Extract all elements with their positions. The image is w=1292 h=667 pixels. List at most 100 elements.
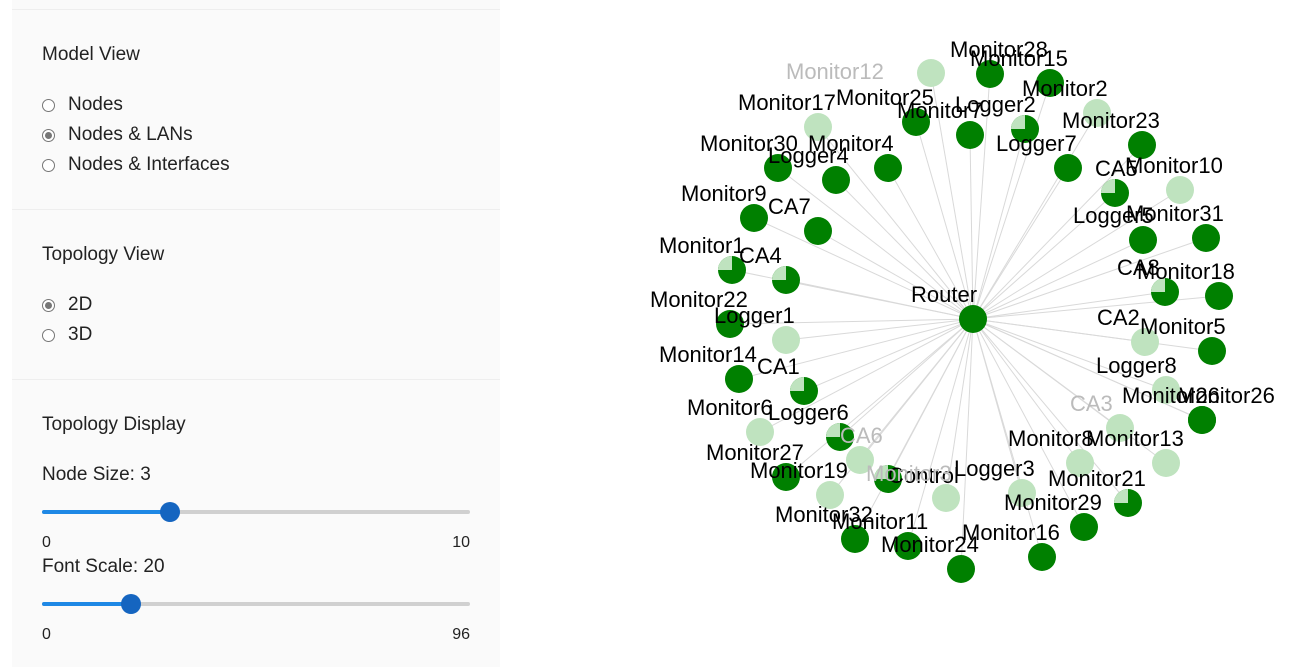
graph-node-monitor9[interactable]: Monitor9 <box>681 181 768 232</box>
graph-node-logger8[interactable]: Logger8 <box>1096 353 1180 404</box>
node-circle[interactable] <box>894 532 922 560</box>
node-circle[interactable] <box>1070 513 1098 541</box>
graph-node-monitor26[interactable]: Monitor26 <box>1122 383 1220 434</box>
graph-node-monitor2[interactable]: Monitor2 <box>1022 76 1111 127</box>
node-circle[interactable] <box>1129 226 1157 254</box>
graph-node-monitor30[interactable]: Monitor30 <box>700 131 798 182</box>
graph-node-ca8[interactable]: CA8 <box>1117 255 1179 306</box>
node-circle[interactable] <box>740 204 768 232</box>
graph-node-ca4[interactable]: CA4 <box>739 243 800 294</box>
graph-node-control[interactable]: Control <box>874 463 959 493</box>
graph-node-monitor6[interactable]: Monitor6 <box>687 395 774 446</box>
node-circle[interactable] <box>1106 414 1134 442</box>
graph-node-monitor4[interactable]: Monitor4 <box>808 131 902 182</box>
graph-node-monitor22[interactable]: Monitor22 <box>650 287 748 338</box>
node-circle[interactable] <box>804 217 832 245</box>
graph-node-monitor18[interactable]: Monitor18 <box>1137 259 1235 310</box>
graph-node-monitor31[interactable]: Monitor31 <box>1126 201 1224 252</box>
node-circle[interactable] <box>841 525 869 553</box>
graph-node-monitor28[interactable]: Monitor28 <box>950 37 1048 88</box>
graph-node-ca2[interactable]: CA2 <box>1097 305 1159 356</box>
radio-nodes-lans[interactable]: Nodes & LANs <box>42 123 193 147</box>
graph-node-monitor10[interactable]: Monitor10 <box>1125 153 1223 204</box>
graph-node-monitor23[interactable]: Monitor23 <box>1062 108 1160 159</box>
node-circle[interactable] <box>1198 337 1226 365</box>
node-circle[interactable] <box>816 481 844 509</box>
graph-node-monitor14[interactable]: Monitor14 <box>659 342 757 393</box>
node-circle[interactable] <box>874 154 902 182</box>
graph-node-monitor12[interactable]: Monitor12 <box>786 59 945 87</box>
graph-node-monitor13[interactable]: Monitor13 <box>1086 426 1184 477</box>
node-circle[interactable] <box>1083 99 1111 127</box>
node-circle[interactable] <box>1054 154 1082 182</box>
graph-node-monitor11[interactable]: Monitor11 <box>832 509 928 560</box>
radio-circle[interactable] <box>42 328 55 342</box>
radio-3d[interactable]: 3D <box>42 323 92 347</box>
slider-thumb[interactable] <box>121 594 141 614</box>
node-circle[interactable] <box>822 166 850 194</box>
node-circle[interactable] <box>1192 224 1220 252</box>
graph-node-monitor19[interactable]: Monitor19 <box>750 458 848 509</box>
graph-node-monitor29[interactable]: Monitor29 <box>1004 490 1102 541</box>
slider-thumb[interactable] <box>160 502 180 522</box>
graph-node-monitor21[interactable]: Monitor21 <box>1048 466 1146 517</box>
graph-node-logger6[interactable]: Logger6 <box>768 400 854 451</box>
graph-node-ca6[interactable]: CA6 <box>840 423 883 474</box>
radio-circle-checked[interactable] <box>42 128 55 142</box>
graph-node-monitor24[interactable]: Monitor24 <box>881 532 979 583</box>
graph-node-monitor5[interactable]: Monitor5 <box>1140 314 1226 365</box>
node-circle[interactable] <box>976 60 1004 88</box>
radio-nodes[interactable]: Nodes <box>42 93 123 117</box>
node-circle[interactable] <box>1205 282 1233 310</box>
node-circle[interactable] <box>804 113 832 141</box>
node-circle[interactable] <box>1131 328 1159 356</box>
graph-node-monitor8[interactable]: Monitor8 <box>1008 426 1094 477</box>
node-circle[interactable] <box>1036 69 1064 97</box>
node-circle[interactable] <box>917 59 945 87</box>
graph-node-ca3[interactable]: CA3 <box>1070 391 1134 442</box>
graph-node-ca1[interactable]: CA1 <box>757 354 818 405</box>
node-circle[interactable] <box>772 463 800 491</box>
node-size-slider[interactable] <box>42 502 470 522</box>
graph-node-monitor3[interactable]: Monitor3 <box>866 461 960 512</box>
graph-node-monitor17[interactable]: Monitor17 <box>738 90 836 141</box>
graph-node-ca7[interactable]: CA7 <box>768 194 832 245</box>
node-circle[interactable] <box>772 326 800 354</box>
node-circle[interactable] <box>1166 176 1194 204</box>
node-circle[interactable] <box>746 418 774 446</box>
node-circle[interactable] <box>1066 449 1094 477</box>
radio-circle[interactable] <box>42 158 55 172</box>
graph-node-monitor7[interactable]: Monitor7 <box>897 98 984 149</box>
graph-node-router[interactable]: Router <box>911 282 987 333</box>
graph-node-monitor15[interactable]: Monitor15 <box>970 46 1068 97</box>
font-scale-slider[interactable] <box>42 594 470 614</box>
node-circle[interactable] <box>725 365 753 393</box>
node-circle[interactable] <box>902 108 930 136</box>
node-circle[interactable] <box>947 555 975 583</box>
node-circle[interactable] <box>1152 376 1180 404</box>
node-circle[interactable] <box>1028 543 1056 571</box>
radio-circle[interactable] <box>42 98 55 112</box>
node-circle[interactable] <box>932 484 960 512</box>
node-circle[interactable] <box>1188 406 1216 434</box>
radio-circle-checked[interactable] <box>42 298 55 312</box>
node-circle[interactable] <box>956 121 984 149</box>
graph-node-monitor16[interactable]: Monitor16 <box>962 520 1060 571</box>
graph-node-monitor1[interactable]: Monitor1 <box>659 233 746 284</box>
node-circle[interactable] <box>959 305 987 333</box>
node-circle[interactable] <box>846 446 874 474</box>
graph-node-logger3[interactable]: Logger3 <box>954 456 1036 507</box>
radio-2d[interactable]: 2D <box>42 293 92 317</box>
node-circle[interactable] <box>1128 131 1156 159</box>
graph-node-logger7[interactable]: Logger7 <box>996 131 1082 182</box>
graph-node-monitor25[interactable]: Monitor25 <box>836 85 934 136</box>
node-circle[interactable] <box>716 310 744 338</box>
topology-graph[interactable]: Monitor26Monitor28Monitor15Monitor12Moni… <box>500 0 1292 667</box>
node-circle[interactable] <box>764 154 792 182</box>
radio-nodes-interfaces[interactable]: Nodes & Interfaces <box>42 153 230 177</box>
graph-node-logger4[interactable]: Logger4 <box>768 143 850 194</box>
graph-node-logger1[interactable]: Logger1 <box>714 303 800 354</box>
graph-node-logger5[interactable]: Logger5 <box>1073 203 1157 254</box>
node-circle[interactable] <box>1152 449 1180 477</box>
nodes[interactable]: Monitor26Monitor28Monitor15Monitor12Moni… <box>650 37 1275 583</box>
